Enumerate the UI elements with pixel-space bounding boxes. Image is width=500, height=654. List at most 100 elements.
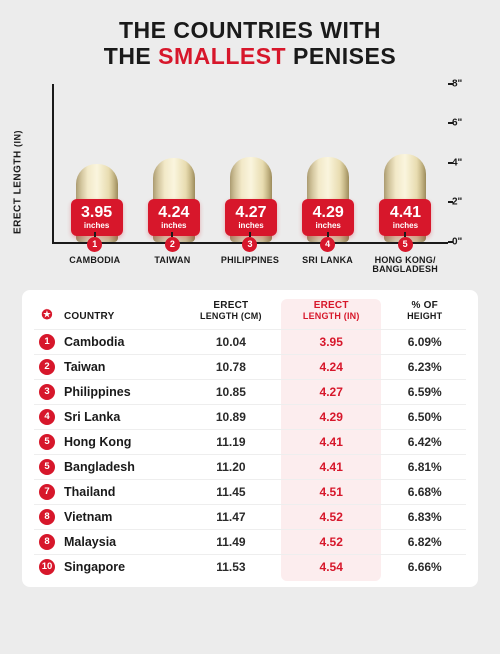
cell-length-in: 4.52: [283, 535, 379, 549]
cell-pct-height: 6.83%: [383, 510, 466, 524]
cell-length-cm: 11.45: [183, 485, 279, 499]
cell-pct-height: 6.09%: [383, 335, 466, 349]
table-row: 10Singapore11.534.546.66%: [34, 554, 466, 579]
bar-column: 4.41inches: [367, 84, 444, 242]
cell-length-in: 4.51: [283, 485, 379, 499]
th-cm: ERECT LENGTH (CM): [183, 300, 279, 323]
cell-length-cm: 11.49: [183, 535, 279, 549]
cell-length-cm: 11.20: [183, 460, 279, 474]
table-row: 5 Bangladesh 11.20 4.41 6.81%: [34, 454, 466, 479]
bar-shape: 4.29inches: [307, 157, 349, 242]
x-axis-label: PHILIPPINES: [221, 256, 279, 265]
rank-badge: 8: [39, 534, 55, 550]
cell-length-in: 4.41: [283, 460, 379, 474]
cell-country: Hong Kong: [64, 435, 179, 449]
cell-pct-height: 6.50%: [383, 410, 466, 424]
y-axis-label-main: ERECT LENGTH: [13, 150, 24, 234]
table-row: 4Sri Lanka10.894.296.50%: [34, 404, 466, 429]
cell-length-in: 4.24: [283, 360, 379, 374]
bar-value-chip: 4.41inches: [379, 199, 431, 235]
cell-country: Thailand: [64, 485, 179, 499]
bar-value-unit: inches: [309, 221, 347, 231]
cell-length-in: 4.52: [283, 510, 379, 524]
table-row: 2Taiwan10.784.246.23%: [34, 354, 466, 379]
title-pre: THE: [104, 43, 158, 69]
th-cm-l1: ERECT: [213, 300, 248, 311]
plot-area: 3.95inches4.24inches4.27inches4.29inches…: [52, 84, 448, 244]
award-icon: ✪: [34, 308, 60, 323]
x-axis-column: 4SRI LANKA: [289, 244, 367, 280]
bar-value-number: 4.24: [155, 205, 193, 221]
y-tick-label: 6": [452, 118, 474, 129]
cell-country: Bangladesh: [64, 460, 179, 474]
th-pct-l2: HEIGHT: [407, 311, 442, 321]
bar-value-number: 4.27: [232, 205, 270, 221]
cell-length-cm: 10.89: [183, 410, 279, 424]
cell-length-in: 4.54: [283, 560, 379, 574]
cell-pct-height: 6.81%: [383, 460, 466, 474]
th-cm-l2: LENGTH (CM): [200, 311, 262, 321]
cell-country: Sri Lanka: [64, 410, 179, 424]
rank-badge: 4: [320, 237, 335, 252]
rank-badge: 5: [39, 434, 55, 450]
cell-length-in: 4.41: [283, 435, 379, 449]
bar-column: 4.27inches: [212, 84, 289, 242]
rank-badge: 5: [39, 459, 55, 475]
rank-badge: 10: [39, 559, 55, 575]
cell-country: Philippines: [64, 385, 179, 399]
bar-value-unit: inches: [78, 221, 116, 231]
bar-value-chip: 4.24inches: [148, 199, 200, 235]
x-axis-label: HONG KONG/ BANGLADESH: [372, 256, 438, 275]
rank-badge: 5: [398, 237, 413, 252]
bar-value-chip: 3.95inches: [71, 199, 123, 235]
x-axis-label: CAMBODIA: [69, 256, 120, 265]
table-row: 1 Cambodia 10.04 3.95 6.09%: [34, 329, 466, 354]
cell-country: Malaysia: [64, 535, 179, 549]
x-axis: 1CAMBODIA2TAIWAN3PHILIPPINES4SRI LANKA5H…: [52, 244, 448, 280]
cell-pct-height: 6.59%: [383, 385, 466, 399]
cell-length-in: 3.95: [283, 335, 379, 349]
y-tick-label: 0": [452, 236, 474, 247]
bar-shape: 3.95inches: [76, 164, 118, 242]
rank-badge: 8: [39, 509, 55, 525]
th-pct: % OF HEIGHT: [383, 300, 466, 323]
table-row: 7Thailand11.454.516.68%: [34, 479, 466, 504]
bars-container: 3.95inches4.24inches4.27inches4.29inches…: [54, 84, 448, 242]
cell-length-cm: 11.53: [183, 560, 279, 574]
cell-country: Cambodia: [64, 335, 179, 349]
bar-chart: ERECT LENGTH (IN) 3.95inches4.24inches4.…: [28, 84, 472, 280]
bar-column: 3.95inches: [58, 84, 135, 242]
bar-column: 4.29inches: [290, 84, 367, 242]
bar-shape: 4.41inches: [384, 154, 426, 241]
cell-length-cm: 11.47: [183, 510, 279, 524]
x-axis-column: 2TAIWAN: [134, 244, 212, 280]
table-header-row: ✪ COUNTRY ERECT LENGTH (CM) ERECT LENGTH…: [34, 300, 466, 329]
x-axis-label: SRI LANKA: [302, 256, 353, 265]
title-line-1: THE COUNTRIES WITH: [22, 18, 478, 44]
y-axis-label: ERECT LENGTH (IN): [13, 129, 24, 233]
cell-length-cm: 10.78: [183, 360, 279, 374]
bar-value-number: 3.95: [78, 205, 116, 221]
rank-badge: 2: [165, 237, 180, 252]
x-axis-column: 1CAMBODIA: [56, 244, 134, 280]
cell-length-cm: 10.04: [183, 335, 279, 349]
table-row: 3Philippines10.854.276.59%: [34, 379, 466, 404]
bar-value-unit: inches: [232, 221, 270, 231]
cell-length-cm: 11.19: [183, 435, 279, 449]
rank-badge: 3: [39, 384, 55, 400]
bar-value-unit: inches: [386, 221, 424, 231]
table-row: 8Malaysia11.494.526.82%: [34, 529, 466, 554]
bar-value-unit: inches: [155, 221, 193, 231]
bar-value-chip: 4.29inches: [302, 199, 354, 235]
rank-badge: 1: [39, 334, 55, 350]
bar-column: 4.24inches: [135, 84, 212, 242]
cell-country: Vietnam: [64, 510, 179, 524]
y-axis-label-unit: (IN): [13, 129, 23, 146]
cell-pct-height: 6.68%: [383, 485, 466, 499]
rank-badge: 4: [39, 409, 55, 425]
bar-shape: 4.27inches: [230, 157, 272, 241]
rank-badge: 3: [242, 237, 257, 252]
x-axis-column: 3PHILIPPINES: [211, 244, 289, 280]
cell-country: Taiwan: [64, 360, 179, 374]
bar-value-chip: 4.27inches: [225, 199, 277, 235]
